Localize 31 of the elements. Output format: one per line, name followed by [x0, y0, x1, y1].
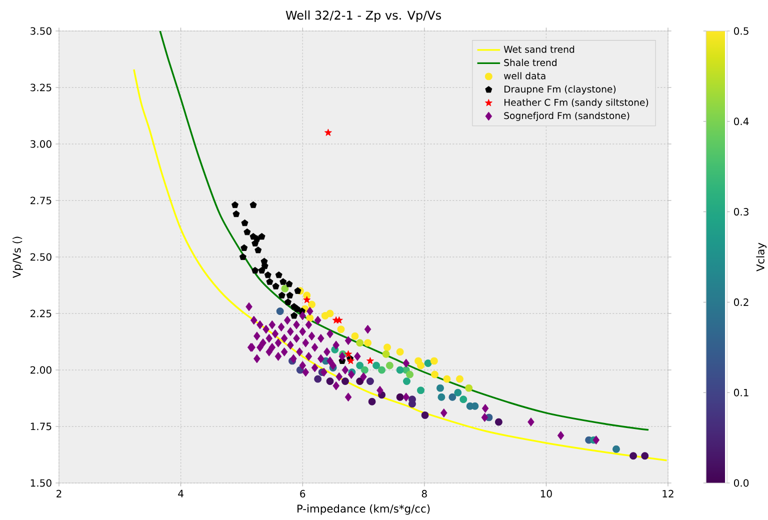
- x-tick-label: 6: [300, 490, 306, 498]
- y-tick-label: 3.00: [30, 140, 52, 148]
- color-bar-title: Vclay: [756, 242, 766, 272]
- y-tick-label: 2.50: [30, 253, 52, 261]
- color-bar-label: 0.3: [734, 208, 748, 216]
- y-tick-label: 2.00: [30, 366, 52, 374]
- legend-label: Sognefjord Fm (sandstone): [504, 112, 630, 121]
- chart-title: Well 32/2-1 - Zp vs. Vp/Vs: [286, 10, 441, 22]
- x-tick-label: 2: [56, 490, 62, 498]
- y-axis-title: Vp/Vs (): [12, 236, 23, 278]
- legend-label: well data: [504, 72, 546, 80]
- x-axis-title: P-impedance (km/s*g/cc): [298, 504, 430, 515]
- x-tick-label: 10: [540, 490, 552, 498]
- y-tick-label: 3.25: [30, 84, 52, 92]
- y-tick-label: 2.25: [30, 310, 52, 318]
- legend-label: Shale trend: [504, 58, 556, 66]
- x-tick-label: 8: [422, 490, 427, 498]
- x-tick-label: 12: [662, 490, 674, 498]
- color-bar-label: 0.4: [734, 118, 749, 126]
- y-tick-label: 3.50: [30, 27, 52, 35]
- color-bar-label: 0.1: [734, 388, 748, 396]
- legend-label: Draupne Fm (claystone): [504, 85, 616, 94]
- y-tick-label: 1.75: [30, 422, 52, 430]
- y-tick-label: 1.50: [30, 479, 52, 487]
- legend-label: Heather C Fm (sandy siltstone): [504, 98, 648, 108]
- color-bar-label: 0.5: [734, 27, 748, 35]
- legend-label: Wet sand trend: [504, 46, 574, 53]
- y-tick-label: 2.75: [30, 196, 52, 204]
- x-tick-label: 4: [178, 490, 184, 498]
- color-bar-label: 0.2: [734, 298, 748, 306]
- color-bar-label: 0.0: [734, 479, 749, 487]
